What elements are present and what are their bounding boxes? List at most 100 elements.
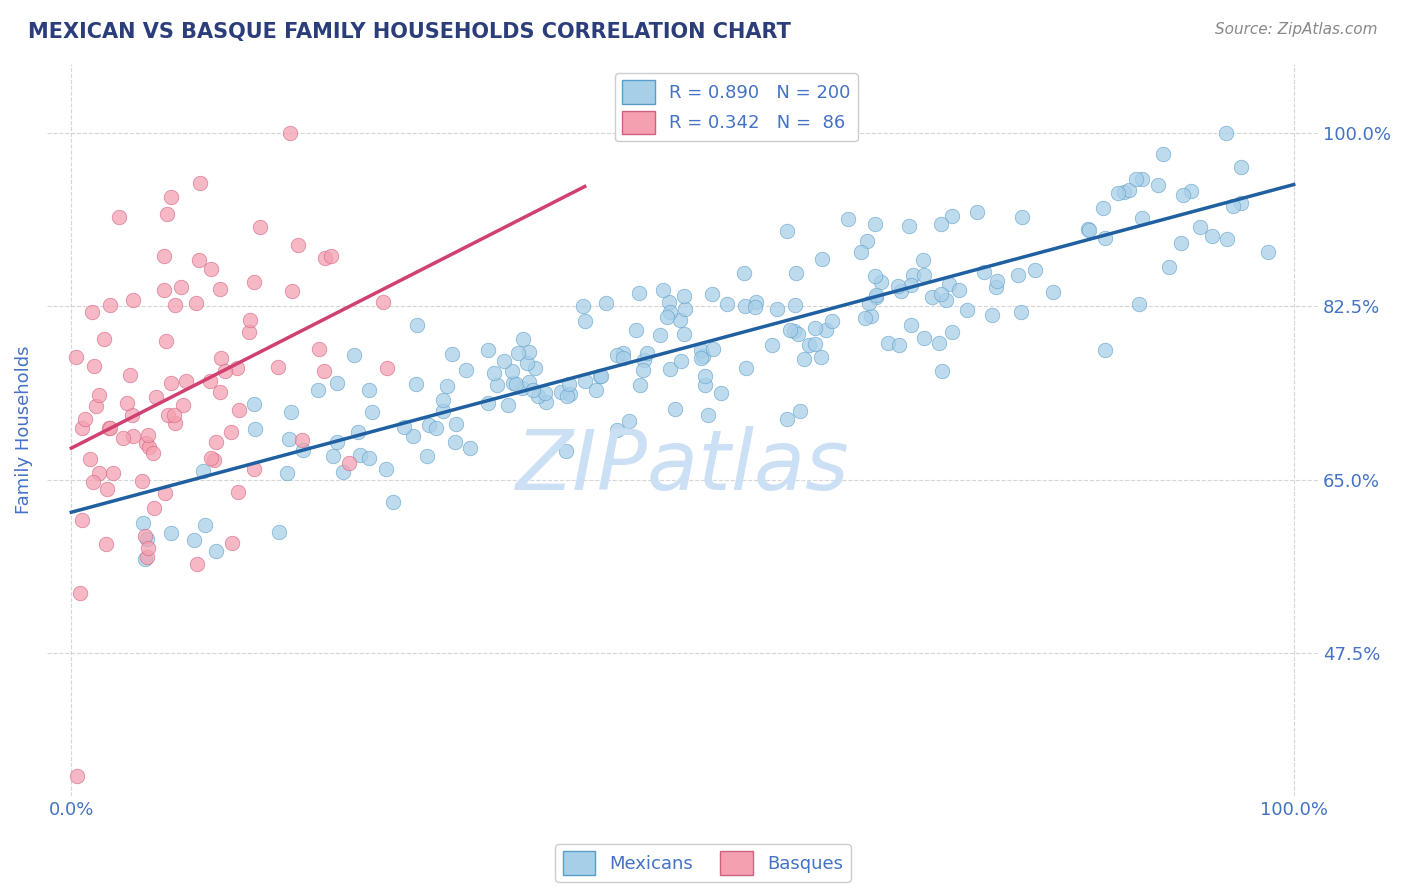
- Point: [278, 126, 301, 140]
- Point: [865, 288, 887, 302]
- Point: [136, 541, 159, 556]
- Point: [624, 323, 647, 337]
- Point: [1180, 184, 1202, 198]
- Point: [702, 286, 724, 301]
- Point: [606, 423, 628, 437]
- Point: [595, 296, 617, 310]
- Point: [1094, 343, 1116, 357]
- Point: [202, 453, 225, 467]
- Point: [1215, 126, 1237, 140]
- Point: [863, 269, 886, 284]
- Point: [887, 279, 910, 293]
- Point: [856, 235, 879, 249]
- Point: [631, 363, 654, 377]
- Point: [163, 298, 186, 312]
- Point: [209, 351, 232, 365]
- Point: [135, 550, 157, 565]
- Point: [184, 296, 207, 310]
- Point: [108, 210, 131, 224]
- Point: [326, 376, 349, 391]
- Point: [1007, 268, 1029, 282]
- Point: [690, 351, 713, 365]
- Point: [172, 398, 194, 412]
- Point: [776, 224, 799, 238]
- Point: [226, 361, 249, 376]
- Point: [83, 359, 105, 374]
- Point: [734, 299, 756, 313]
- Point: [287, 238, 309, 252]
- Point: [887, 338, 910, 352]
- Point: [1107, 186, 1129, 200]
- Point: [744, 300, 766, 314]
- Point: [477, 395, 499, 409]
- Point: [374, 461, 396, 475]
- Point: [98, 298, 121, 312]
- Point: [326, 434, 349, 449]
- Point: [1130, 172, 1153, 186]
- Point: [912, 331, 935, 345]
- Point: [534, 385, 557, 400]
- Point: [782, 324, 804, 338]
- Point: [169, 280, 191, 294]
- Point: [941, 325, 963, 339]
- Point: [432, 404, 454, 418]
- Point: [628, 285, 651, 300]
- Point: [558, 387, 581, 401]
- Point: [929, 286, 952, 301]
- Point: [96, 483, 118, 497]
- Point: [1128, 296, 1150, 310]
- Point: [200, 374, 222, 388]
- Point: [1130, 211, 1153, 225]
- Point: [186, 557, 208, 571]
- Point: [1171, 188, 1194, 202]
- Point: [96, 536, 118, 550]
- Point: [121, 293, 143, 308]
- Point: [745, 294, 768, 309]
- Point: [897, 219, 920, 233]
- Point: [716, 297, 738, 311]
- Point: [444, 435, 467, 450]
- Point: [733, 266, 755, 280]
- Point: [948, 284, 970, 298]
- Legend: R = 0.890   N = 200, R = 0.342   N =  86: R = 0.890 N = 200, R = 0.342 N = 86: [616, 73, 858, 141]
- Point: [132, 516, 155, 530]
- Point: [432, 392, 454, 407]
- Point: [986, 274, 1008, 288]
- Point: [966, 204, 988, 219]
- Point: [188, 176, 211, 190]
- Point: [659, 305, 682, 319]
- Point: [606, 348, 628, 362]
- Point: [120, 368, 142, 382]
- Point: [98, 421, 121, 435]
- Point: [612, 351, 634, 366]
- Point: [571, 299, 593, 313]
- Point: [849, 245, 872, 260]
- Point: [280, 405, 302, 419]
- Point: [980, 308, 1002, 322]
- Point: [187, 253, 209, 268]
- Point: [135, 436, 157, 450]
- Point: [617, 414, 640, 428]
- Point: [1146, 178, 1168, 192]
- Point: [314, 252, 336, 266]
- Point: [696, 409, 718, 423]
- Point: [550, 385, 572, 400]
- Point: [692, 349, 714, 363]
- Point: [291, 442, 314, 457]
- Point: [193, 465, 215, 479]
- Point: [332, 465, 354, 479]
- Point: [337, 456, 360, 470]
- Point: [516, 356, 538, 370]
- Point: [766, 301, 789, 316]
- Point: [710, 386, 733, 401]
- Point: [853, 311, 876, 326]
- Point: [228, 403, 250, 417]
- Point: [291, 433, 314, 447]
- Point: [837, 211, 859, 226]
- Point: [346, 425, 368, 440]
- Point: [243, 276, 266, 290]
- Point: [121, 409, 143, 423]
- Point: [375, 360, 398, 375]
- Point: [458, 442, 481, 456]
- Point: [814, 323, 837, 337]
